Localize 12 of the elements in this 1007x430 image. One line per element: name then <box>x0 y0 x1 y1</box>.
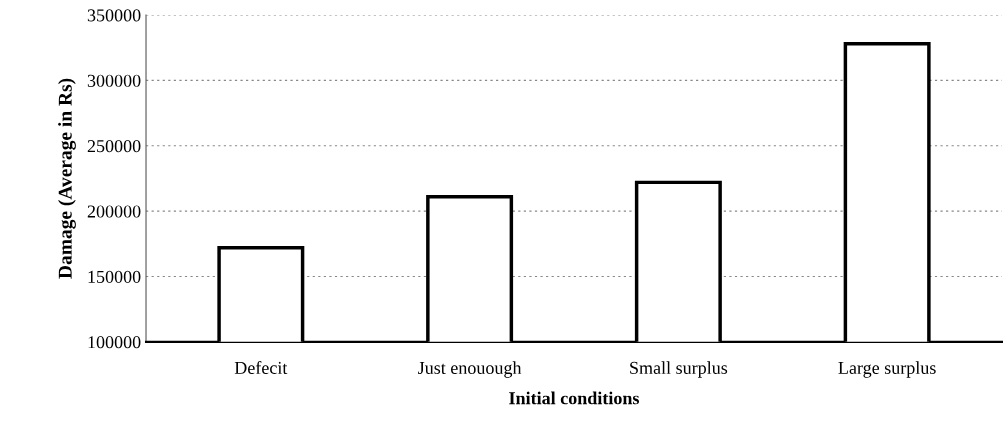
y-tick-label: 150000 <box>88 270 141 283</box>
y-tick-label: 350000 <box>87 9 141 22</box>
y-tick-label: 200000 <box>87 205 141 218</box>
x-tick-label: Small surplus <box>630 361 728 378</box>
y-tick-label: 100000 <box>88 336 141 349</box>
y-tick-label: 300000 <box>87 74 141 87</box>
x-tick-label: Defecit <box>234 361 288 374</box>
x-tick-label: Just enouough <box>418 361 522 378</box>
y-axis-title: Damage (Average in Rs) <box>58 78 76 279</box>
x-axis-title: Initial conditions <box>509 391 640 405</box>
x-tick-label: Large surplus <box>838 361 936 378</box>
y-tick-label: 250000 <box>87 140 141 153</box>
